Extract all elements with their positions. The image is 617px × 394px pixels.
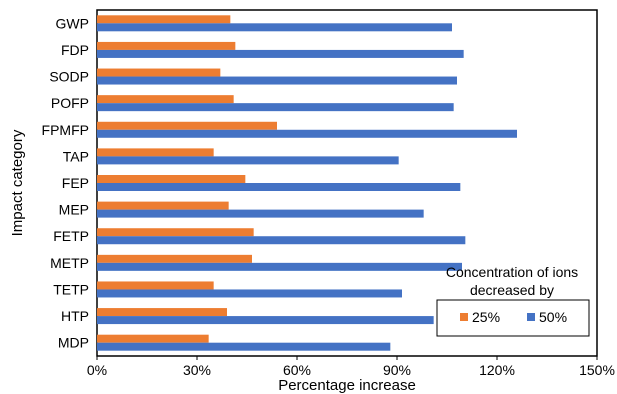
y-tick-label: SODP [49, 69, 89, 85]
bar-sodp-50 [97, 76, 457, 85]
y-tick-labels: GWP FDP SODP POFP FPMFP TAP FEP MEP FETP METP TETP… [42, 15, 89, 350]
x-tick-label: 90% [383, 362, 411, 378]
y-tick-label: HTP [61, 308, 89, 324]
legend-title-line1: Concentration of ions [446, 264, 578, 280]
x-tick-label: 0% [87, 362, 107, 378]
bar-gwp-25 [97, 15, 231, 24]
bar-tetp-25 [97, 281, 214, 290]
y-tick-label: FETP [53, 228, 89, 244]
bar-htp-50 [97, 316, 434, 325]
x-tick-label: 150% [579, 362, 615, 378]
y-tick-label: TAP [63, 148, 89, 164]
y-tick-label: POFP [51, 95, 89, 111]
bar-htp-25 [97, 308, 227, 317]
bar-fdp-25 [97, 41, 236, 50]
x-tick-label: 120% [479, 362, 515, 378]
bar-fpmfp-25 [97, 121, 277, 130]
x-tick-label: 30% [183, 362, 211, 378]
x-axis-title: Percentage increase [278, 377, 416, 394]
legend-swatch-50 [527, 313, 535, 321]
legend-title-line2: decreased by [470, 282, 554, 298]
x-tick-label: 60% [283, 362, 311, 378]
bar-fetp-25 [97, 228, 254, 237]
bar-tap-50 [97, 156, 399, 165]
bar-pofp-25 [97, 95, 234, 104]
y-tick-label: MEP [59, 202, 89, 218]
bar-gwp-50 [97, 23, 452, 32]
y-tick-label: METP [50, 255, 89, 271]
bar-tetp-50 [97, 289, 402, 298]
bar-mep-25 [97, 201, 229, 210]
bar-metp-25 [97, 254, 252, 263]
bar-sodp-25 [97, 68, 221, 77]
bar-fep-25 [97, 175, 246, 183]
bar-fdp-50 [97, 49, 464, 58]
y-tick-label: FPMFP [42, 122, 89, 138]
legend: Concentration of ions decreased by 25% 5… [436, 264, 590, 337]
y-tick-label: FDP [61, 42, 89, 58]
bar-mep-50 [97, 209, 424, 218]
x-tick-labels: 0% 30% 60% 90% 120% 150% [87, 356, 615, 378]
y-tick-label: FEP [62, 175, 89, 191]
bar-mdp-50 [97, 342, 391, 351]
bar-mdp-25 [97, 334, 209, 343]
bar-tap-25 [97, 148, 214, 157]
bar-pofp-50 [97, 103, 454, 112]
y-tick-label: GWP [56, 15, 89, 31]
legend-label-50: 50% [539, 309, 567, 325]
bar-fep-50 [97, 183, 461, 191]
y-tick-label: TETP [53, 281, 89, 297]
y-axis-title: Impact category [9, 129, 26, 236]
legend-swatch-25 [460, 313, 468, 321]
bar-fetp-50 [97, 236, 466, 245]
bars [97, 15, 517, 351]
bar-metp-50 [97, 262, 462, 271]
y-tick-label: MDP [58, 335, 89, 351]
legend-label-25: 25% [472, 309, 500, 325]
bar-fpmfp-50 [97, 129, 517, 138]
